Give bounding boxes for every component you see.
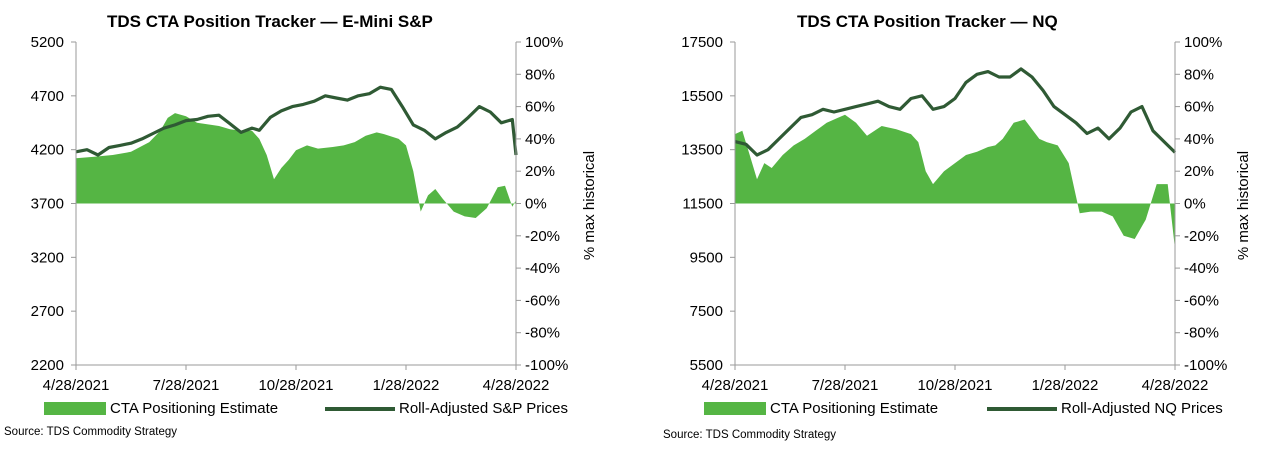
x-tick-label: 10/28/2021: [917, 377, 992, 394]
legend-line-swatch: [325, 406, 395, 411]
source-note: Source: TDS Commodity Strategy: [663, 429, 836, 441]
right-tick-label: -20%: [525, 228, 560, 245]
right-tick-label: 20%: [1184, 163, 1214, 180]
x-tick-label: 4/28/2021: [702, 377, 769, 394]
right-tick-label: -80%: [1184, 325, 1219, 342]
right-tick-label: -60%: [1184, 292, 1219, 309]
right-tick-label: 40%: [525, 131, 555, 148]
legend-line-label: Roll-Adjusted NQ Prices: [1061, 400, 1223, 417]
legend-area-swatch: [44, 402, 106, 415]
sp-chart-svg: 5200 4700 4200 3700 3200 2700 2200 100% 80% 60% 40…: [31, 34, 598, 394]
legend-area-item: CTA Positioning Estimate: [44, 400, 278, 417]
legend-area-item: CTA Positioning Estimate: [704, 400, 938, 417]
right-axis-title: % max historical: [581, 151, 598, 260]
right-tick-label: -100%: [1184, 357, 1227, 374]
right-tick-label: 60%: [525, 99, 555, 116]
x-tick-label: 1/28/2022: [1032, 377, 1099, 394]
positioning-area: [76, 113, 516, 218]
left-tick-label: 11500: [682, 196, 723, 213]
right-tick-label: 80%: [525, 66, 555, 83]
right-tick-label: 100%: [525, 34, 563, 51]
left-tick-label: 15500: [681, 88, 723, 105]
left-tick-label: 5500: [690, 357, 723, 374]
right-tick-label: 40%: [1184, 131, 1214, 148]
left-tick-label: 5200: [31, 34, 64, 51]
right-tick-label: -20%: [1184, 228, 1219, 245]
price-line: [75, 85, 518, 157]
chart-title: TDS CTA Position Tracker — E-Mini S&P: [107, 12, 433, 31]
right-tick-label: -40%: [1184, 260, 1219, 277]
legend-line-swatch: [987, 406, 1057, 411]
nq-chart-panel: TDS CTA Position Tracker — NQ 17500 15500…: [655, 0, 1274, 465]
sp-chart-panel: TDS CTA Position Tracker — E-Mini S&P 52…: [0, 0, 620, 465]
right-tick-label: -80%: [525, 325, 560, 342]
left-tick-label: 17500: [681, 34, 723, 51]
right-tick-label: -100%: [525, 357, 568, 374]
right-tick-label: 80%: [1184, 66, 1214, 83]
left-tick-label: 3700: [31, 196, 64, 213]
x-tick-label: 4/28/2021: [43, 377, 110, 394]
right-tick-label: -40%: [525, 260, 560, 277]
right-tick-label: -60%: [525, 292, 560, 309]
right-tick-label: 60%: [1184, 99, 1214, 116]
chart-title: TDS CTA Position Tracker — NQ: [797, 12, 1058, 31]
source-note: Source: TDS Commodity Strategy: [4, 426, 177, 438]
left-tick-label: 3200: [31, 249, 64, 266]
right-tick-label: 100%: [1184, 34, 1222, 51]
legend-line-item: Roll-Adjusted NQ Prices: [987, 400, 1223, 417]
left-tick-label: 4200: [31, 142, 64, 159]
left-tick-label: 9500: [690, 249, 723, 266]
x-tick-label: 7/28/2021: [153, 377, 220, 394]
left-tick-label: 7500: [690, 303, 723, 320]
right-tick-label: 0%: [525, 196, 547, 213]
legend-area-label: CTA Positioning Estimate: [110, 400, 279, 417]
x-tick-label: 4/28/2022: [483, 377, 550, 394]
x-tick-label: 4/28/2022: [1142, 377, 1209, 394]
nq-chart-svg: 17500 15500 13500 11500 9500 7500 5500 100% 80% 6…: [681, 34, 1252, 394]
x-tick-label: 10/28/2021: [258, 377, 333, 394]
legend-area-swatch: [704, 402, 766, 415]
x-tick-label: 1/28/2022: [373, 377, 440, 394]
right-tick-label: 20%: [525, 163, 555, 180]
left-tick-label: 13500: [681, 142, 723, 159]
positioning-area: [735, 114, 1175, 249]
legend-line-label: Roll-Adjusted S&P Prices: [399, 400, 568, 417]
right-axis-title: % max historical: [1235, 151, 1252, 260]
left-tick-label: 2700: [31, 303, 64, 320]
legend-line-item: Roll-Adjusted S&P Prices: [325, 400, 568, 417]
right-tick-label: 0%: [1184, 196, 1206, 213]
legend-area-label: CTA Positioning Estimate: [770, 400, 939, 417]
price-line: [734, 67, 1177, 157]
x-tick-label: 7/28/2021: [812, 377, 879, 394]
left-tick-label: 4700: [31, 88, 64, 105]
left-tick-label: 2200: [31, 357, 64, 374]
